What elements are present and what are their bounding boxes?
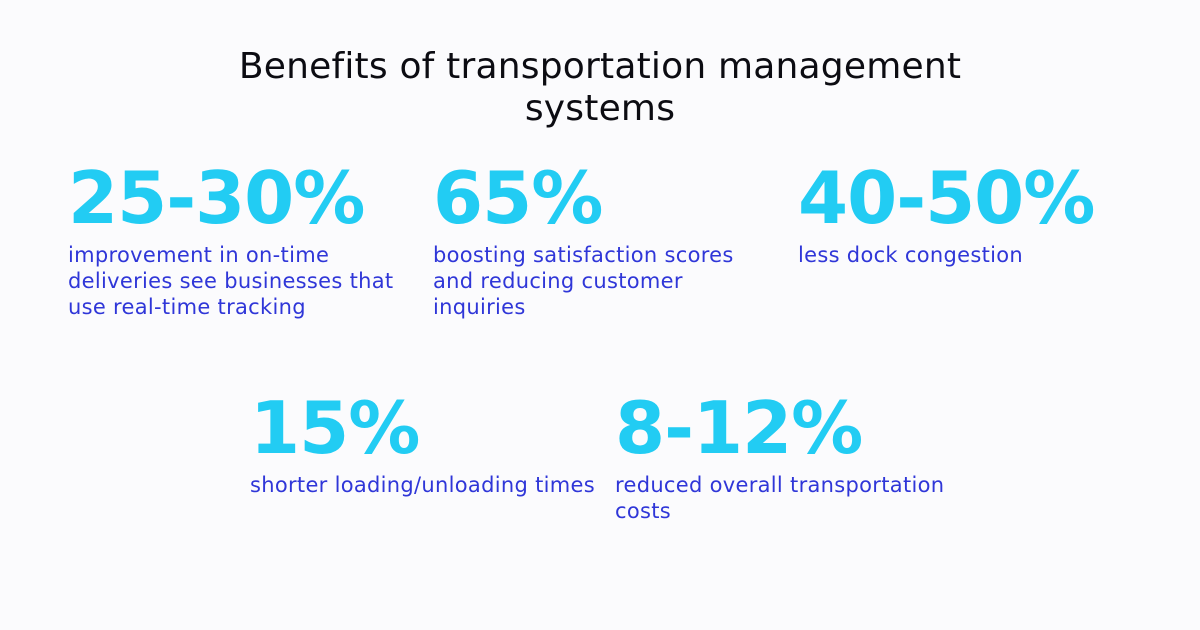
stat-value: 15% <box>250 386 420 470</box>
stat-description: boosting satisfaction scores and reducin… <box>433 243 734 319</box>
page-title-line-2: systems <box>524 88 676 130</box>
stat-value: 8-12% <box>615 386 863 470</box>
page-title: Benefits of transportation management sy… <box>0 46 1200 130</box>
stat-description: improvement in on-time deliveries see bu… <box>68 243 394 319</box>
stat-description: shorter loading/unloading times <box>250 473 595 497</box>
page-title-line-1: Benefits of transportation management <box>238 46 962 88</box>
stat-transportation-costs: 8-12% reduced overall transportation cos… <box>615 392 960 524</box>
stat-value: 25-30% <box>68 156 365 240</box>
stat-value: 40-50% <box>798 156 1095 240</box>
stat-dock-congestion: 40-50% less dock congestion <box>798 162 1143 268</box>
stat-on-time-deliveries: 25-30% improvement in on-time deliveries… <box>68 162 413 320</box>
stat-description: reduced overall transportation costs <box>615 473 945 523</box>
stat-satisfaction-scores: 65% boosting satisfaction scores and red… <box>433 162 778 320</box>
stat-value: 65% <box>433 156 603 240</box>
stat-loading-times: 15% shorter loading/unloading times <box>250 392 595 498</box>
stat-description: less dock congestion <box>798 243 1023 267</box>
